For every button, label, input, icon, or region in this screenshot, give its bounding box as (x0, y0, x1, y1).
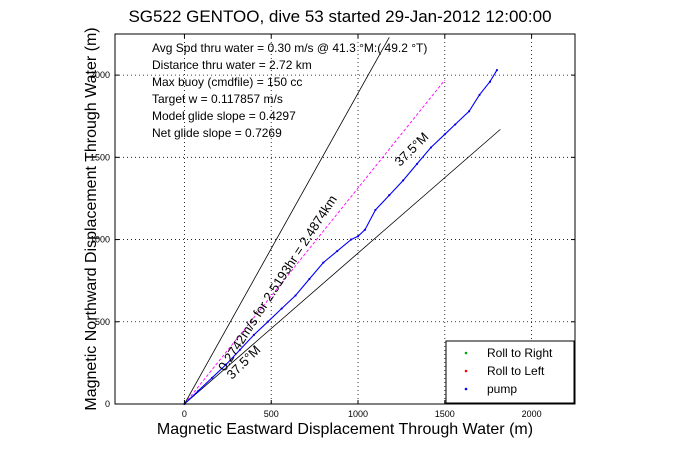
series-point (402, 179, 405, 182)
legend-label-roll-left: Roll to Left (487, 364, 545, 378)
y-tick-label: 1500 (90, 152, 110, 162)
series-point (454, 123, 457, 126)
x-tick-label: 1500 (435, 409, 455, 419)
reference-line (184, 79, 446, 405)
series-point (308, 278, 311, 281)
stat-net-glide-slope: Net glide slope = 0.7269 (152, 126, 282, 140)
series-point (350, 238, 353, 241)
series-point (238, 348, 241, 351)
series-point (443, 133, 446, 136)
series-point (266, 320, 269, 323)
chart-title: SG522 GENTOO, dive 53 started 29-Jan-201… (128, 7, 551, 26)
legend-marker-roll-left (464, 369, 468, 373)
x-axis-label: Magnetic Eastward Displacement Through W… (157, 421, 533, 438)
legend-label-pump: pump (487, 382, 517, 396)
legend-entry-roll-left: Roll to Left (464, 364, 545, 378)
y-tick-label: 1000 (90, 235, 110, 245)
legend: Roll to Right Roll to Left pump (445, 340, 575, 404)
series-point (294, 294, 297, 297)
stat-distance: Distance thru water = 2.72 km (152, 58, 312, 72)
y-tick-label: 500 (95, 317, 110, 327)
series-point (429, 146, 432, 149)
reference-lines (184, 37, 501, 405)
series-point (280, 307, 283, 310)
legend-marker-pump (464, 387, 468, 391)
series-point (225, 363, 228, 366)
series-point (416, 162, 419, 165)
y-tick-label: 0 (105, 399, 110, 409)
axis-ticks: 0 500 1000 1500 2000 0 500 1000 1500 2000 (90, 34, 575, 419)
stat-max-buoy: Max buoy (cmdfile) = 150 cc (152, 75, 302, 89)
series-point (357, 235, 360, 238)
series-point (495, 69, 498, 72)
stats-block: Avg Spd thru water = 0.30 m/s @ 41.3 °M:… (152, 41, 427, 140)
x-tick-label: 500 (264, 409, 279, 419)
series-point (252, 333, 255, 336)
legend-marker-roll-right (464, 351, 468, 355)
series-point (363, 228, 366, 231)
series-point (336, 250, 339, 253)
legend-entry-pump: pump (464, 382, 517, 396)
x-tick-label: 2000 (522, 409, 542, 419)
series-point (468, 110, 471, 113)
stat-model-glide-slope: Model glide slope = 0.4297 (152, 109, 296, 123)
y-tick-label: 2000 (90, 70, 110, 80)
plot-area-frame (114, 33, 576, 405)
reference-line (184, 129, 501, 405)
x-tick-label: 0 (182, 409, 187, 419)
series-point (388, 194, 391, 197)
series-point (478, 93, 481, 96)
series-point (211, 376, 214, 379)
series-point (374, 208, 377, 211)
stat-target-w: Target w = 0.117857 m/s (152, 92, 283, 106)
legend-label-roll-right: Roll to Right (487, 346, 553, 360)
x-tick-label: 1000 (348, 409, 368, 419)
stat-avg-speed: Avg Spd thru water = 0.30 m/s @ 41.3 °M:… (152, 41, 427, 55)
series-point (488, 80, 491, 83)
legend-entry-roll-right: Roll to Right (464, 346, 553, 360)
series-group (183, 69, 498, 405)
legend-box (445, 340, 575, 404)
series-point (197, 389, 200, 392)
series-line-pump (184, 69, 498, 405)
series-point (322, 261, 325, 264)
y-axis-label: Magnetic Northward Displacement Through … (83, 27, 100, 410)
reference-line (184, 37, 390, 405)
